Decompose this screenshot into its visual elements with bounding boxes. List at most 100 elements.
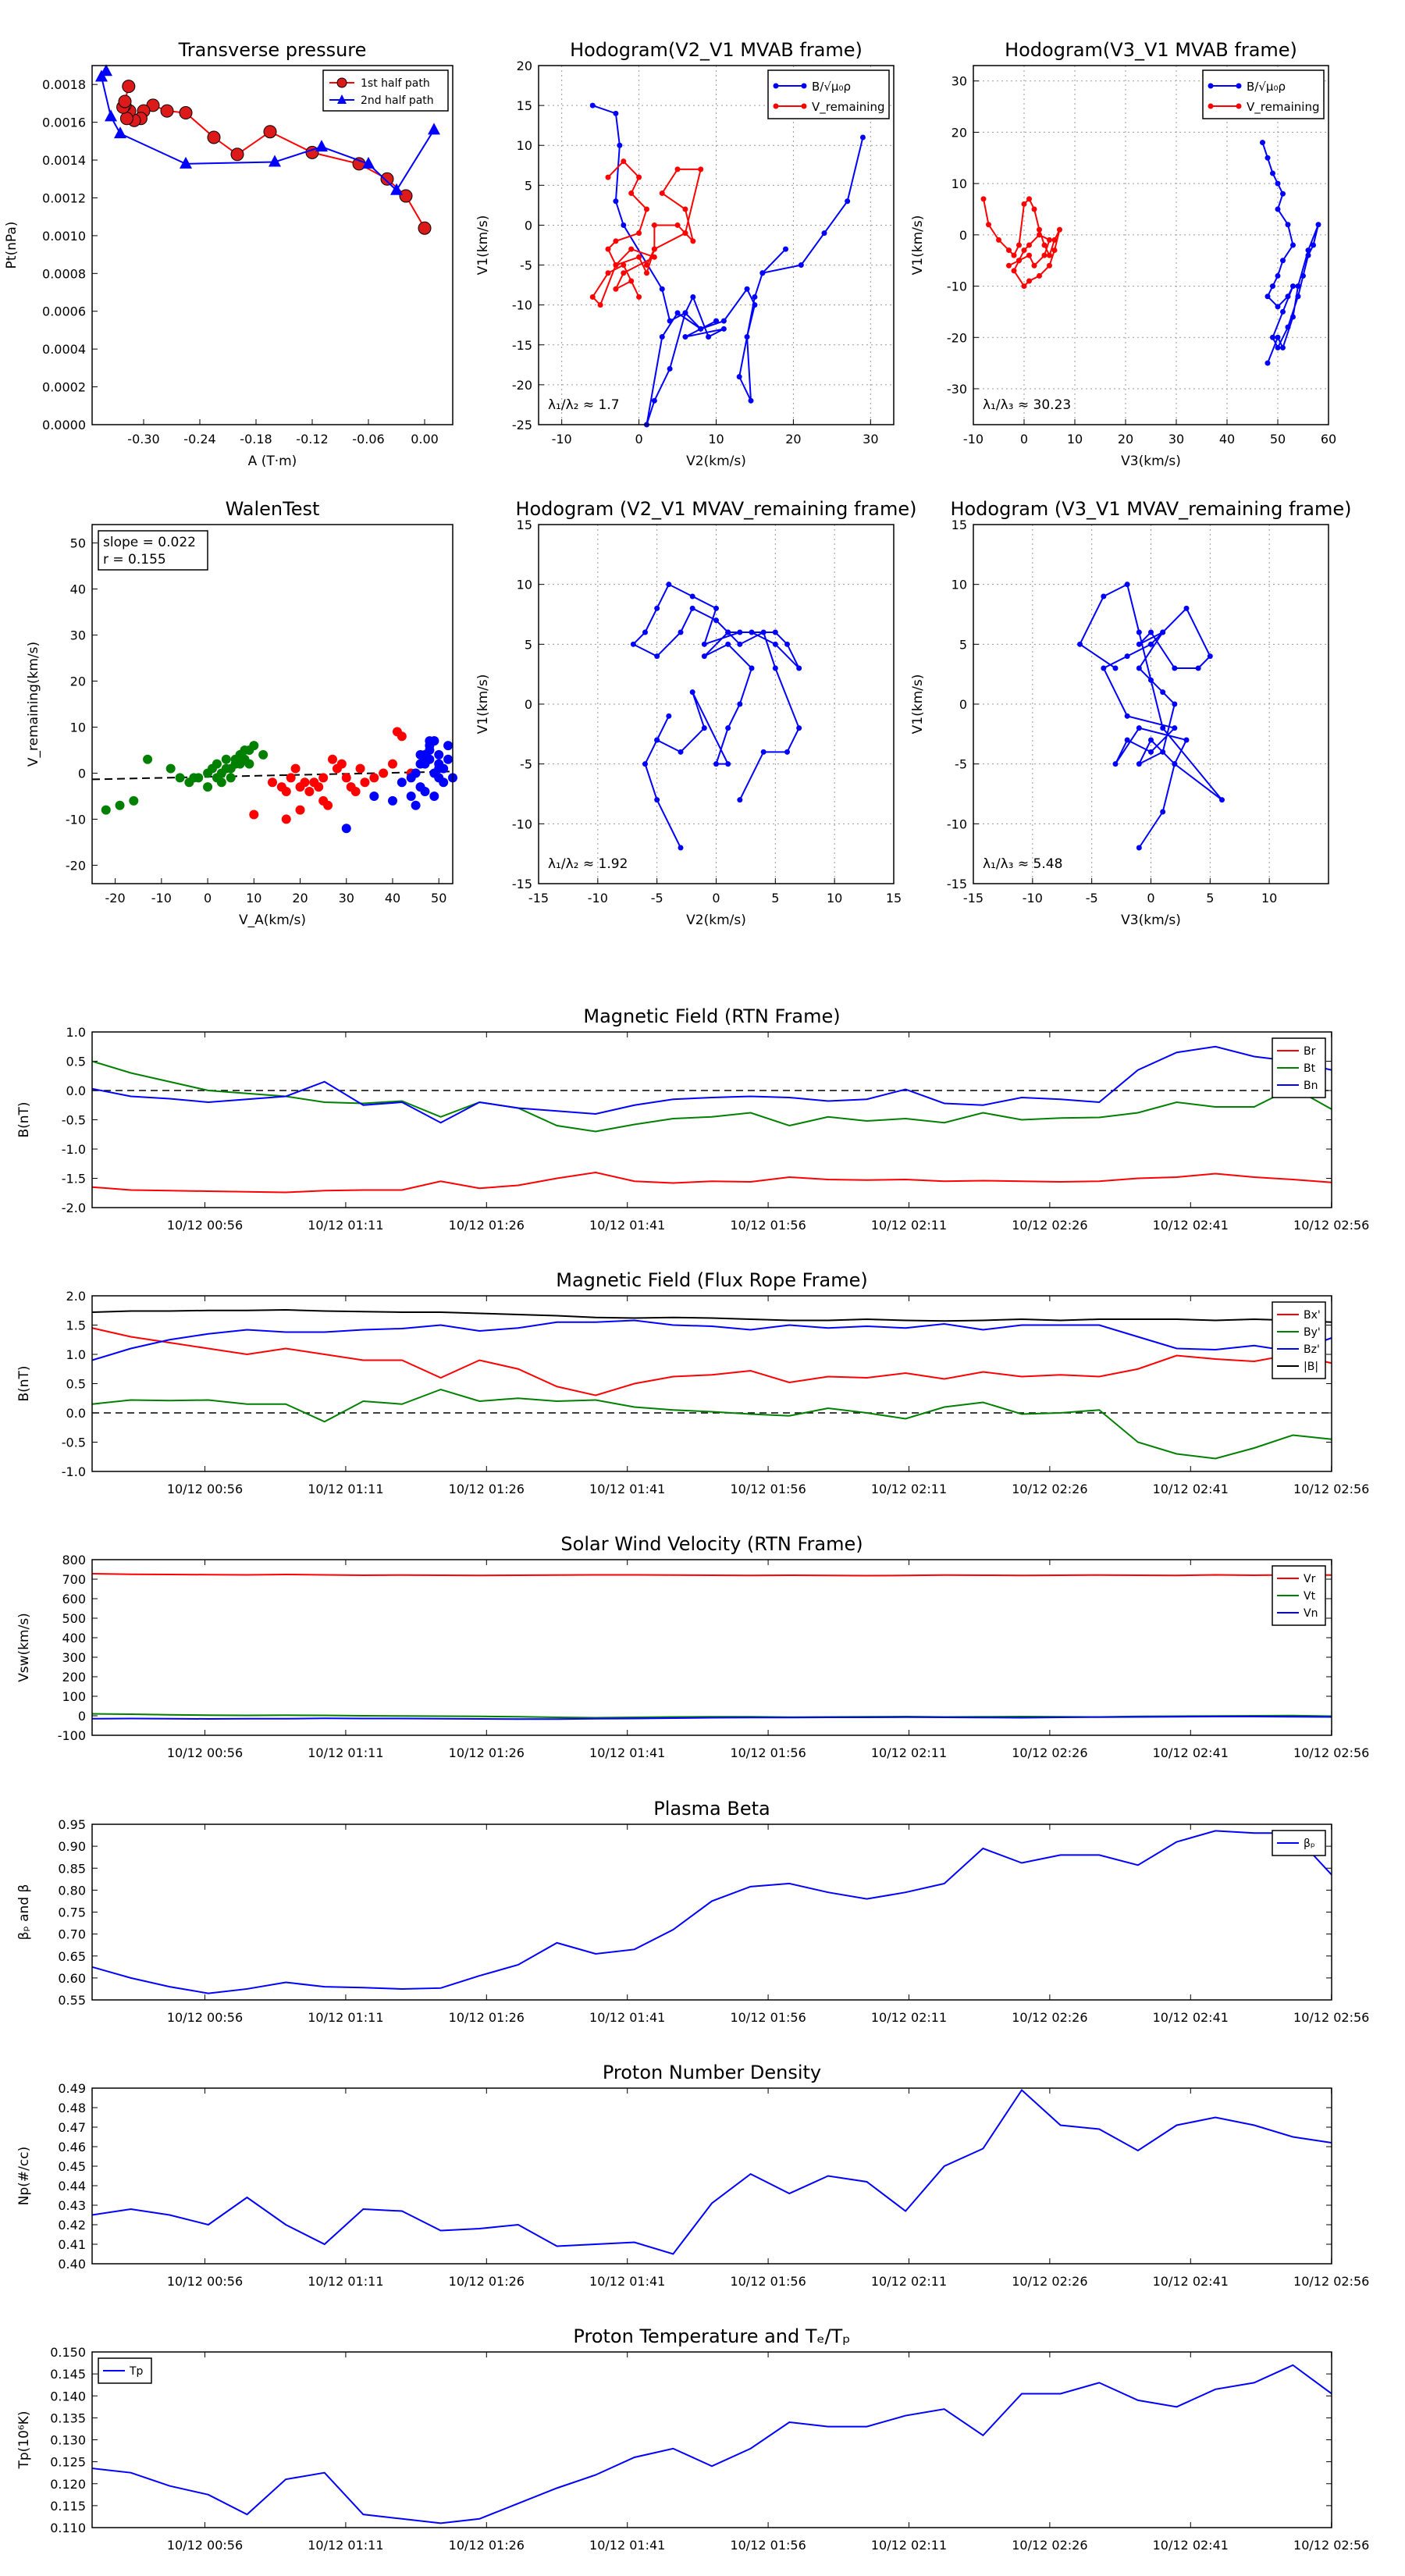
data-point xyxy=(796,725,802,731)
data-point xyxy=(1315,222,1321,228)
chart-title: Proton Number Density xyxy=(603,2062,821,2083)
data-point xyxy=(589,102,596,109)
data-point-circle xyxy=(263,125,277,139)
data-point xyxy=(713,318,719,324)
y-tick-label: -5 xyxy=(955,757,967,772)
x-tick-label: 0 xyxy=(1020,432,1028,447)
y-tick-label: 15 xyxy=(951,518,967,532)
x-tick-label: 5 xyxy=(771,891,779,906)
data-point xyxy=(258,749,269,760)
data-point xyxy=(369,791,379,801)
data-point xyxy=(772,641,778,647)
data-point xyxy=(1264,294,1271,300)
data-point xyxy=(230,754,240,764)
x-tick-label: 10/12 01:56 xyxy=(730,2274,806,2289)
x-tick-label: 10/12 01:11 xyxy=(308,1482,383,1496)
plot-border xyxy=(91,1031,1332,1208)
data-point xyxy=(1136,725,1142,731)
data-point xyxy=(666,582,672,588)
series-line-0 xyxy=(91,2088,1332,2255)
y-tick-label: 100 xyxy=(62,1689,86,1704)
data-point xyxy=(701,641,707,647)
data-point xyxy=(725,629,731,635)
data-point xyxy=(654,737,660,743)
series-line-2 xyxy=(91,1716,1332,1720)
chart-tp: Transverse pressure Pt(nPa) A (T·m) -0.30 -0… xyxy=(4,39,454,469)
x-tick-label: 20 xyxy=(292,891,308,906)
y-axis-label: V1(km/s) xyxy=(475,674,491,735)
legend-label: Vr xyxy=(1304,1573,1316,1585)
x-tick-label: -0.06 xyxy=(352,432,384,447)
legend-marker xyxy=(337,94,347,104)
data-point xyxy=(360,777,370,788)
data-point xyxy=(678,749,684,755)
chart-pnd: Proton Number Density Np(#/cc) 10/12 00:56… xyxy=(16,2062,1369,2289)
legend-box xyxy=(767,69,890,119)
data-point xyxy=(341,824,351,834)
data-point xyxy=(268,777,277,788)
legend-box xyxy=(1202,69,1325,119)
y-tick-label: 400 xyxy=(62,1631,86,1646)
data-point xyxy=(643,270,649,276)
y-tick-label: 0.40 xyxy=(58,2257,86,2272)
legend-label: V_remaining xyxy=(1247,100,1320,115)
data-point xyxy=(115,800,125,810)
data-point xyxy=(636,174,642,180)
data-point xyxy=(1160,749,1166,755)
x-tick-label: 10/12 01:11 xyxy=(308,2538,383,2553)
data-point xyxy=(760,749,767,755)
data-point xyxy=(980,196,987,202)
data-point xyxy=(240,745,250,755)
plot-border xyxy=(91,1823,1332,2001)
data-point xyxy=(1026,252,1032,258)
data-point xyxy=(379,768,389,778)
y-tick-label: 0.0018 xyxy=(42,77,86,92)
x-tick-label: 10/12 01:11 xyxy=(308,2274,383,2289)
x-tick-label: 20 xyxy=(1118,432,1133,447)
plot-border xyxy=(91,1559,1332,1736)
data-point xyxy=(1101,593,1107,600)
plot-border xyxy=(91,65,454,425)
data-point xyxy=(667,318,673,324)
y-tick-label: 40 xyxy=(70,582,86,597)
x-tick-label: 10/12 02:56 xyxy=(1293,2274,1369,2289)
x-tick-label: -10 xyxy=(588,891,608,906)
x-tick-label: 10/12 02:41 xyxy=(1153,1745,1229,1760)
data-point xyxy=(1047,252,1052,258)
data-point xyxy=(1124,737,1130,743)
y-tick-label: 0.0012 xyxy=(42,190,86,205)
data-point xyxy=(1006,247,1012,254)
data-point xyxy=(1136,665,1142,671)
x-tick-label: 10/12 01:11 xyxy=(308,2010,383,2025)
x-tick-label: -10 xyxy=(151,891,172,906)
x-tick-label: 10/12 02:41 xyxy=(1153,2010,1229,2025)
data-point xyxy=(1148,737,1154,743)
data-point xyxy=(597,302,603,308)
y-tick-label: 0.0000 xyxy=(42,418,86,432)
data-point xyxy=(783,246,789,252)
y-tick-label: -15 xyxy=(512,338,532,353)
data-point xyxy=(621,222,627,228)
data-point xyxy=(1195,665,1201,671)
data-point xyxy=(636,294,642,300)
data-point xyxy=(690,294,696,300)
y-tick-label: -2.0 xyxy=(62,1201,86,1215)
x-tick-label: 10/12 00:56 xyxy=(167,1482,243,1496)
y-tick-label: 0.120 xyxy=(50,2477,86,2492)
data-point-circle xyxy=(118,94,132,109)
data-point xyxy=(1270,334,1275,340)
y-tick-label: 0.42 xyxy=(58,2218,86,2233)
data-point xyxy=(101,805,111,815)
x-tick-label: 0 xyxy=(635,432,642,447)
x-tick-label: 10/12 02:26 xyxy=(1012,1745,1087,1760)
data-point xyxy=(1264,155,1271,161)
data-point xyxy=(318,773,329,783)
data-point xyxy=(621,270,627,276)
chart-pb: Plasma Beta βₚ and β 10/12 00:56 10/12 01:1… xyxy=(16,1798,1369,2025)
data-point xyxy=(725,761,731,767)
data-point xyxy=(175,773,185,783)
x-axis-label: V2(km/s) xyxy=(686,454,746,469)
annotation-box xyxy=(98,530,208,571)
data-point xyxy=(643,206,649,212)
